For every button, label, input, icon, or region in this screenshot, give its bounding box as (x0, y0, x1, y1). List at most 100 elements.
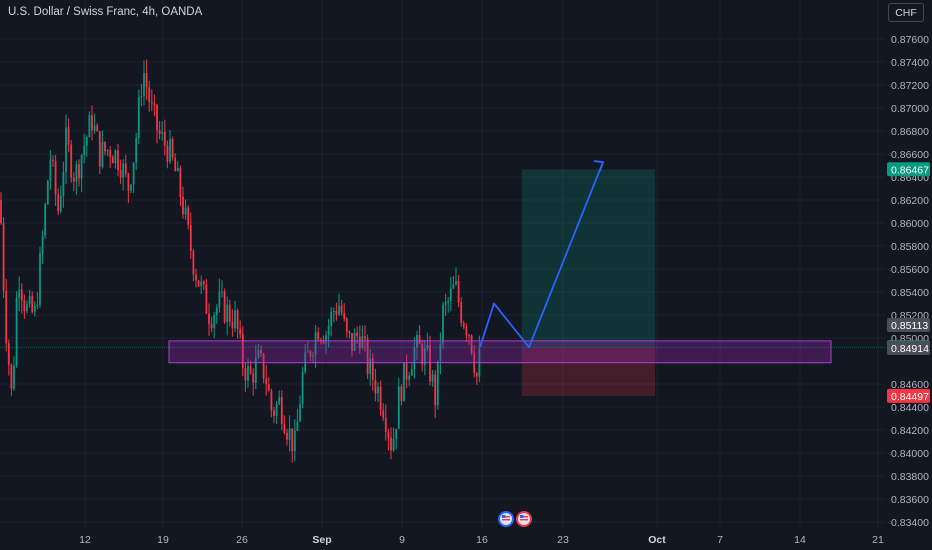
candle-body (13, 365, 15, 389)
us-flag-event-icon[interactable] (516, 511, 532, 527)
candle-body (0, 200, 2, 224)
candle-body (374, 379, 377, 394)
candle-body (93, 125, 96, 131)
candle-body (312, 355, 314, 357)
candle-body (280, 397, 283, 424)
flag-stripe (520, 516, 528, 518)
support-zone-rectangle[interactable] (168, 340, 832, 364)
price-tag-label: 0.84914 (891, 343, 929, 355)
candle-body (119, 170, 122, 178)
candle-body (101, 141, 104, 167)
candle-body (36, 304, 39, 307)
y-tick-label: 0.85800 (891, 241, 929, 253)
candle-body (296, 421, 299, 431)
candle-body (457, 281, 460, 303)
candle-body (413, 347, 416, 369)
y-tick-label: 0.85600 (891, 264, 929, 276)
candle-body (182, 197, 184, 215)
candle-body (57, 194, 60, 212)
price-tag: 0.84497 (887, 388, 930, 403)
price-tag-box (887, 340, 930, 355)
candle-body (369, 358, 372, 374)
candle-body (384, 417, 387, 433)
candle-body (148, 87, 151, 103)
candle-body (426, 345, 429, 349)
candle-body (234, 310, 236, 329)
economic-events[interactable] (498, 511, 532, 527)
price-tag: 0.85113 (887, 318, 930, 333)
candle-body (382, 410, 385, 418)
x-tick-label: 23 (557, 534, 569, 546)
candle-body (236, 310, 239, 329)
candle-body (314, 332, 317, 356)
price-tag-box (887, 318, 930, 333)
candle-body (41, 235, 44, 254)
candle-body (353, 332, 356, 351)
candle-body (304, 352, 307, 372)
candle-body (358, 336, 361, 349)
x-tick-label: 19 (157, 534, 169, 546)
candle-body (356, 332, 359, 337)
candle-body (330, 311, 333, 327)
candle-body (447, 301, 450, 303)
candle-body (20, 289, 23, 301)
x-tick-label: Sep (312, 534, 331, 546)
candle-body (91, 115, 93, 131)
candle-body (325, 335, 327, 343)
flag-stripe (502, 519, 510, 521)
y-tick-label: 0.87000 (891, 103, 929, 115)
candle-body (400, 386, 403, 402)
candle-body (340, 305, 343, 313)
candle-body (267, 384, 270, 391)
x-tick-label: 7 (717, 534, 723, 546)
time-axis[interactable]: 12 19 26 Sep 9 16 23 Oct 7 14 21 (79, 534, 884, 546)
candle-body (351, 332, 353, 351)
candle-body (254, 357, 257, 383)
candle-body (423, 348, 426, 365)
candle-body (262, 353, 265, 379)
candle-body (434, 374, 437, 406)
candle-body (114, 150, 117, 164)
y-tick-label: 0.86200 (891, 195, 929, 207)
candle-body (319, 339, 322, 341)
candle-body (335, 310, 338, 315)
candle-body (98, 131, 101, 167)
price-tag: 0.84914 (887, 340, 930, 355)
candle-body (18, 289, 21, 298)
candle-body (54, 160, 57, 195)
projection-path[interactable] (479, 161, 604, 349)
candle-body (31, 295, 34, 312)
candle-body (327, 326, 330, 336)
candle-body (332, 310, 335, 312)
candle-body (252, 373, 255, 383)
candle-body (143, 72, 145, 97)
candle-body (109, 150, 112, 158)
x-tick-label: Oct (648, 534, 666, 546)
candle-body (343, 312, 346, 319)
candle-body (166, 145, 169, 162)
candle-body (405, 362, 408, 380)
candle-body (26, 304, 28, 312)
candle-body (291, 428, 294, 452)
candle-body (15, 297, 18, 366)
us-flag-event-icon[interactable] (498, 511, 514, 527)
candle-body (387, 432, 390, 438)
candle-body (70, 144, 73, 178)
candle-body (410, 368, 413, 376)
candle-body (462, 323, 465, 328)
y-tick-label: 0.83400 (891, 517, 929, 529)
x-tick-label: 16 (476, 534, 488, 546)
candle-body (179, 167, 182, 198)
candle-body (421, 344, 424, 365)
currency-button[interactable]: CHF (888, 3, 924, 22)
candle-body (460, 302, 463, 324)
candle-body (218, 291, 221, 308)
candle-body (273, 410, 275, 417)
candle-body (75, 164, 78, 182)
candle-body (223, 291, 226, 323)
candle-body (444, 301, 447, 305)
candle-body (408, 375, 411, 380)
candle-body (348, 331, 351, 333)
